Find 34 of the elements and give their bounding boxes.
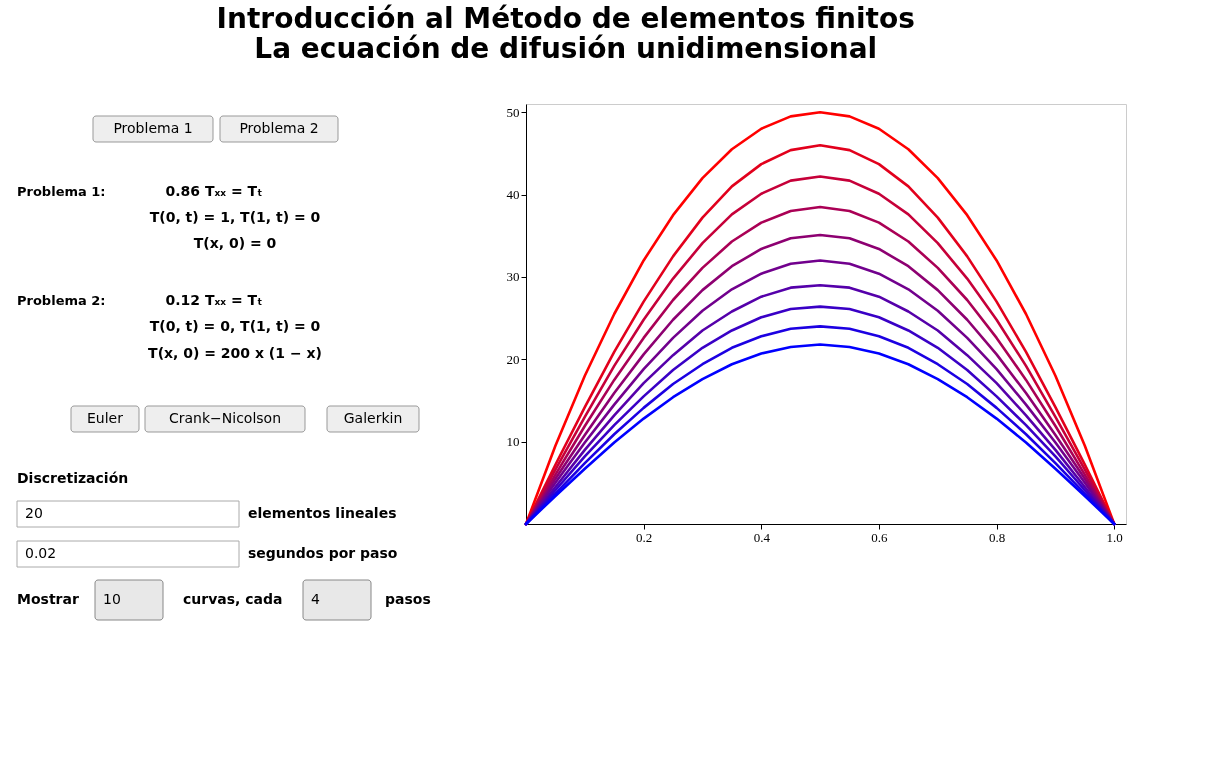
y-tick-label: 50	[506, 104, 520, 120]
x-tick-label: 0.6	[871, 529, 889, 545]
text: Problema 2	[239, 120, 319, 136]
text: Galerkin	[343, 410, 403, 426]
text: Problema 2:	[17, 293, 106, 308]
text: 10	[103, 591, 121, 607]
text: Problema 1	[113, 120, 193, 136]
text: T(x, 0) = 0	[193, 235, 277, 251]
text: Mostrar	[17, 591, 79, 607]
text: T(x, 0) = 200 x (1 − x)	[148, 345, 322, 361]
y-tick-label: 20	[506, 351, 520, 367]
text: Discretización	[17, 470, 129, 486]
text: 4	[311, 591, 320, 607]
text: Euler	[87, 410, 124, 426]
y-tick-label: 10	[506, 434, 520, 450]
text: curvas, cada	[183, 591, 283, 607]
x-tick-label: 0.8	[988, 529, 1006, 545]
text: 0.86 Tₓₓ = Tₜ	[165, 183, 263, 199]
text: Problema 1:	[17, 184, 106, 199]
text: 0.12 Tₓₓ = Tₜ	[165, 292, 263, 308]
chart-title: Introducción al Método de elementos finitos La ecuación de difusión unidimensional	[216, 1, 915, 65]
x-tick-label: 0.4	[753, 529, 771, 545]
y-tick-label: 40	[506, 187, 520, 203]
text: elementos lineales	[248, 505, 397, 521]
text: T(0, t) = 1, T(1, t) = 0	[149, 209, 321, 225]
text: 20	[25, 505, 43, 521]
text: T(0, t) = 0, T(1, t) = 0	[149, 318, 321, 334]
text: pasos	[385, 591, 431, 607]
text: 0.02	[25, 545, 57, 561]
text: segundos por paso	[248, 545, 398, 561]
x-tick-label: 1.0	[1106, 529, 1123, 545]
text: Crank−Nicolson	[168, 410, 282, 426]
x-tick-label: 0.2	[636, 529, 653, 545]
y-tick-label: 30	[506, 269, 520, 285]
